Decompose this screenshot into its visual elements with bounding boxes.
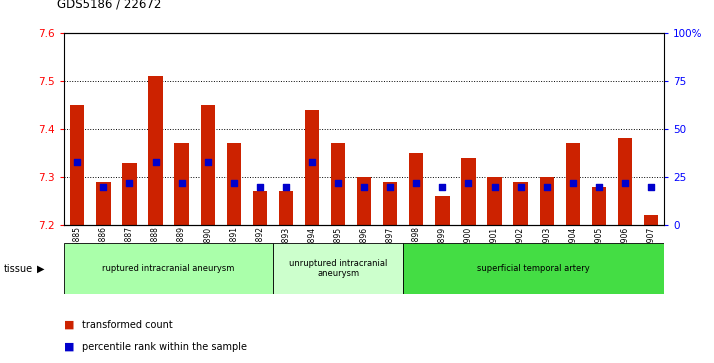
Point: [463, 180, 474, 185]
Bar: [96, 182, 111, 225]
Bar: [149, 76, 163, 225]
Point: [150, 159, 161, 164]
Point: [202, 159, 213, 164]
Bar: [565, 143, 580, 225]
Bar: [644, 216, 658, 225]
Point: [593, 184, 605, 189]
Text: ▶: ▶: [37, 264, 45, 274]
Bar: [226, 143, 241, 225]
Text: ■: ■: [64, 342, 75, 352]
Point: [645, 184, 657, 189]
Bar: [513, 182, 528, 225]
Bar: [403, 243, 664, 294]
Bar: [70, 105, 84, 225]
Point: [306, 159, 318, 164]
Point: [437, 184, 448, 189]
Bar: [64, 243, 273, 294]
Point: [71, 159, 83, 164]
Bar: [488, 177, 502, 225]
Bar: [331, 143, 346, 225]
Point: [124, 180, 135, 185]
Point: [567, 180, 578, 185]
Point: [515, 184, 526, 189]
Point: [541, 184, 553, 189]
Bar: [436, 196, 450, 225]
Bar: [122, 163, 136, 225]
Point: [228, 180, 239, 185]
Bar: [278, 191, 293, 225]
Bar: [305, 110, 319, 225]
Bar: [618, 138, 632, 225]
Point: [254, 184, 266, 189]
Text: unruptured intracranial
aneurysm: unruptured intracranial aneurysm: [289, 259, 387, 278]
Bar: [273, 243, 403, 294]
Bar: [409, 153, 423, 225]
Text: ruptured intracranial aneurysm: ruptured intracranial aneurysm: [102, 264, 235, 273]
Point: [176, 180, 187, 185]
Point: [358, 184, 370, 189]
Bar: [461, 158, 476, 225]
Point: [280, 184, 291, 189]
Bar: [592, 187, 606, 225]
Bar: [383, 182, 398, 225]
Point: [489, 184, 501, 189]
Text: transformed count: transformed count: [82, 320, 173, 330]
Text: GDS5186 / 22672: GDS5186 / 22672: [57, 0, 161, 11]
Bar: [201, 105, 215, 225]
Text: superficial temporal artery: superficial temporal artery: [477, 264, 590, 273]
Text: percentile rank within the sample: percentile rank within the sample: [82, 342, 247, 352]
Point: [385, 184, 396, 189]
Bar: [174, 143, 188, 225]
Bar: [540, 177, 554, 225]
Point: [98, 184, 109, 189]
Point: [619, 180, 630, 185]
Point: [411, 180, 422, 185]
Text: ■: ■: [64, 320, 75, 330]
Bar: [357, 177, 371, 225]
Text: tissue: tissue: [4, 264, 33, 274]
Point: [332, 180, 343, 185]
Bar: [253, 191, 267, 225]
